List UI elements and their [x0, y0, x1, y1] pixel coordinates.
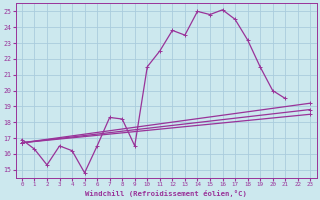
X-axis label: Windchill (Refroidissement éolien,°C): Windchill (Refroidissement éolien,°C): [85, 190, 247, 197]
